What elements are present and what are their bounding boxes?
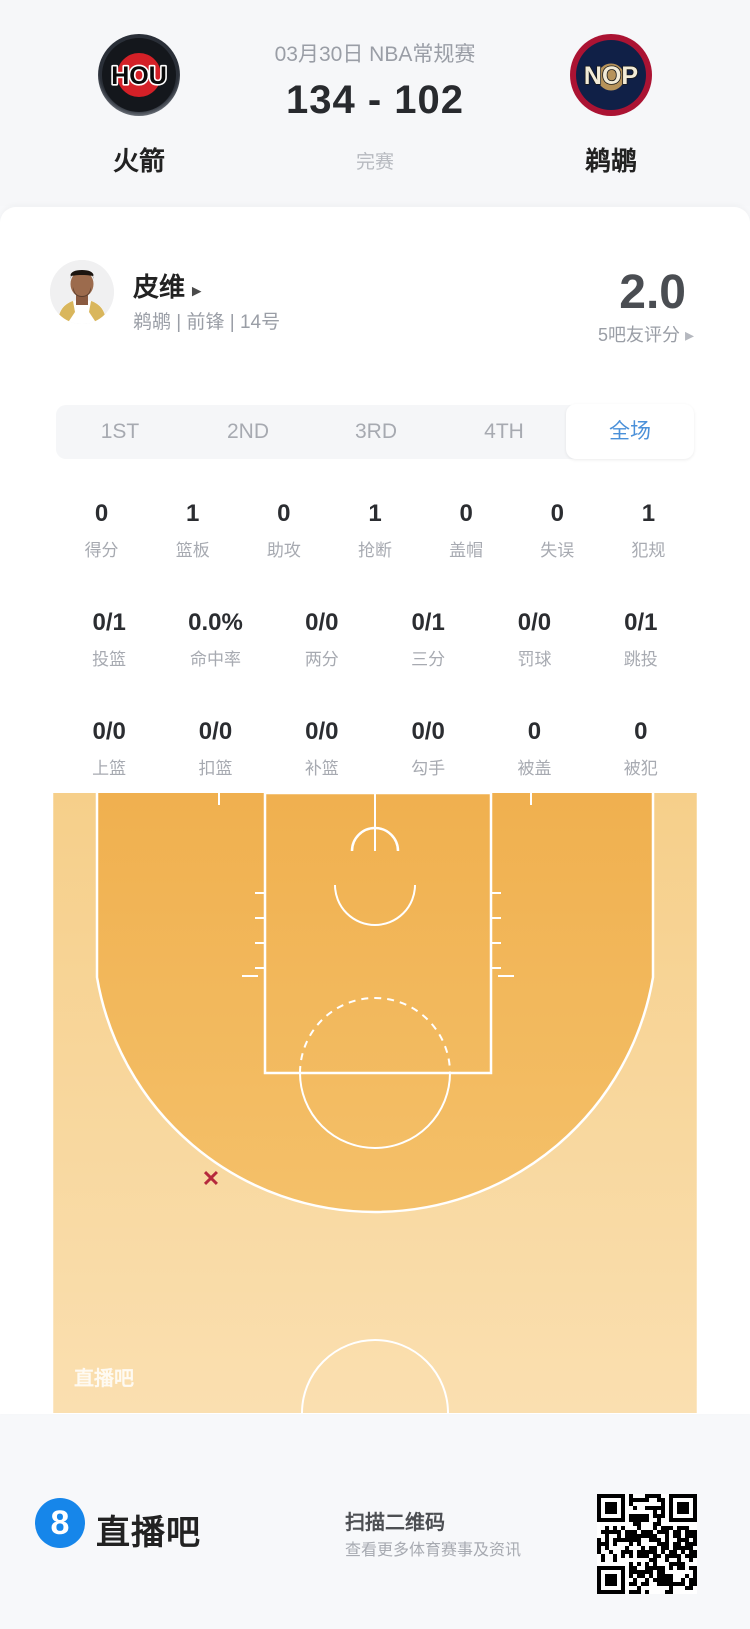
svg-text:✕: ✕ [202,1166,220,1191]
svg-text:8: 8 [51,1504,70,1542]
svg-text:直播吧: 直播吧 [74,1366,134,1390]
